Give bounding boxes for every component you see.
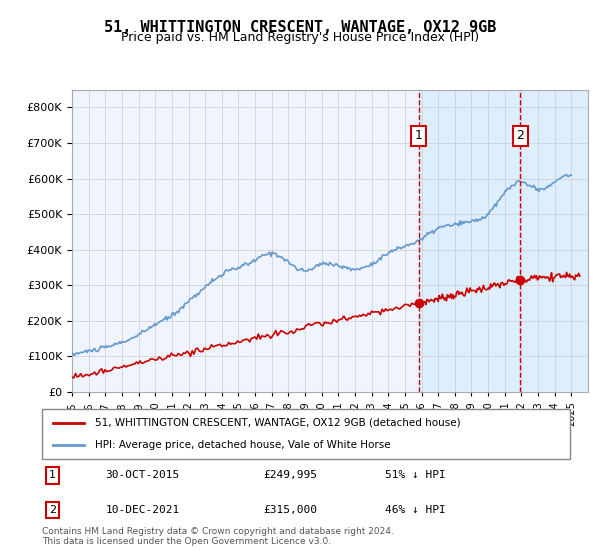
Text: 2: 2 xyxy=(49,505,56,515)
Text: Price paid vs. HM Land Registry's House Price Index (HPI): Price paid vs. HM Land Registry's House … xyxy=(121,31,479,44)
Text: £249,995: £249,995 xyxy=(264,470,318,480)
Text: 51, WHITTINGTON CRESCENT, WANTAGE, OX12 9GB (detached house): 51, WHITTINGTON CRESCENT, WANTAGE, OX12 … xyxy=(95,418,460,428)
Text: 10-DEC-2021: 10-DEC-2021 xyxy=(106,505,179,515)
Bar xyxy=(419,90,588,392)
Text: £315,000: £315,000 xyxy=(264,505,318,515)
Text: 51, WHITTINGTON CRESCENT, WANTAGE, OX12 9GB: 51, WHITTINGTON CRESCENT, WANTAGE, OX12 … xyxy=(104,20,496,35)
Text: 46% ↓ HPI: 46% ↓ HPI xyxy=(385,505,446,515)
Text: HPI: Average price, detached house, Vale of White Horse: HPI: Average price, detached house, Vale… xyxy=(95,440,391,450)
Text: 2: 2 xyxy=(517,129,524,142)
Text: 1: 1 xyxy=(415,129,422,142)
Text: Contains HM Land Registry data © Crown copyright and database right 2024.
This d: Contains HM Land Registry data © Crown c… xyxy=(42,526,394,546)
FancyBboxPatch shape xyxy=(42,409,570,459)
Text: 51% ↓ HPI: 51% ↓ HPI xyxy=(385,470,446,480)
Text: 1: 1 xyxy=(49,470,56,480)
Text: 30-OCT-2015: 30-OCT-2015 xyxy=(106,470,179,480)
